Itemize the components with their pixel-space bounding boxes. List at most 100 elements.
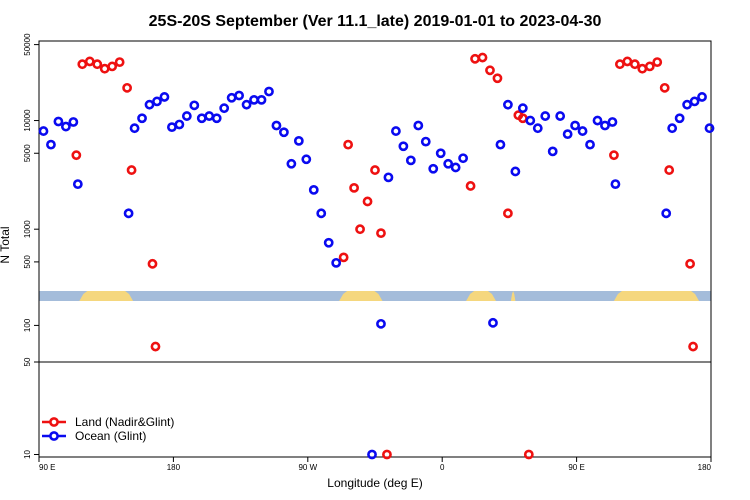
- y-tick-label: 1000: [23, 220, 32, 238]
- ocean-point: [450, 162, 461, 173]
- ocean-point: [264, 86, 274, 97]
- ocean-point: [570, 120, 581, 131]
- ocean-point: [383, 172, 394, 183]
- x-tick-label: 180: [698, 463, 712, 472]
- land-point: [107, 61, 118, 72]
- land-point: [477, 52, 488, 63]
- ocean-point: [189, 100, 200, 111]
- land-point: [503, 208, 513, 219]
- ocean-point: [60, 121, 71, 132]
- land-point: [517, 113, 528, 124]
- ocean-point: [367, 449, 377, 460]
- land-point: [343, 139, 354, 150]
- legend-ocean-label: Ocean (Glint): [75, 429, 146, 443]
- ocean-point: [129, 123, 140, 134]
- land-patch: [613, 291, 700, 301]
- y-tick-label: 5000: [23, 144, 32, 162]
- land-point: [637, 63, 648, 74]
- ocean-point: [53, 116, 64, 127]
- ocean-point: [38, 126, 49, 136]
- land-point: [492, 73, 503, 84]
- land-patch: [466, 291, 496, 301]
- land-point: [688, 341, 698, 352]
- ocean-point: [577, 126, 588, 136]
- y-tick-label: 100: [23, 318, 32, 332]
- land-point: [114, 57, 125, 68]
- y-axis-title: N Total: [0, 226, 12, 263]
- land-point: [382, 449, 392, 460]
- land-point: [99, 63, 110, 74]
- ocean-point: [435, 148, 446, 159]
- ocean-point: [674, 113, 685, 124]
- land-point: [664, 165, 675, 175]
- ocean-point: [391, 126, 401, 136]
- ocean-point: [204, 111, 215, 121]
- ocean-point: [517, 103, 528, 114]
- land-patch: [510, 291, 516, 301]
- land-point: [77, 59, 88, 70]
- ocean-point: [600, 120, 610, 131]
- ocean-point: [398, 141, 409, 152]
- ocean-point: [137, 113, 147, 124]
- legend: Land (Nadir&Glint)Ocean (Glint): [42, 415, 174, 443]
- ocean-point: [308, 184, 319, 195]
- ocean-point: [697, 92, 707, 102]
- ocean-point: [293, 135, 304, 146]
- ocean-point: [331, 257, 342, 268]
- ocean-point: [540, 111, 551, 121]
- x-tick-label: 180: [167, 463, 181, 472]
- ocean-point: [211, 113, 222, 124]
- land-point: [615, 59, 625, 70]
- ocean-point: [525, 115, 536, 126]
- ocean-point: [405, 155, 416, 166]
- ocean-point: [249, 94, 259, 105]
- ocean-point: [46, 139, 56, 150]
- land-point: [659, 82, 670, 93]
- ocean-point: [241, 99, 252, 110]
- y-tick-label: 500: [23, 255, 32, 269]
- y-tick-label: 50: [23, 357, 32, 366]
- ocean-point: [428, 163, 439, 174]
- land-point: [147, 258, 158, 269]
- ocean-point: [488, 317, 498, 328]
- ocean-point: [607, 117, 618, 127]
- land-point: [629, 59, 640, 70]
- ocean-point: [316, 208, 327, 219]
- land-point: [523, 449, 534, 460]
- y-tick-label: 10000: [23, 109, 32, 132]
- ocean-point: [152, 96, 162, 107]
- land-point: [150, 341, 161, 352]
- land-point: [485, 65, 495, 76]
- land-point: [122, 82, 133, 93]
- ocean-point: [123, 208, 134, 219]
- land-patch: [79, 291, 134, 301]
- ocean-point: [443, 158, 454, 169]
- land-point: [465, 181, 476, 191]
- ocean-point: [532, 123, 543, 134]
- ocean-point: [458, 153, 469, 164]
- y-tick-label: 10: [23, 450, 32, 459]
- y-tick-label: 50000: [23, 33, 32, 56]
- land-point: [355, 224, 365, 235]
- ocean-point: [610, 179, 621, 190]
- ocean-point: [667, 123, 678, 134]
- ocean-point: [68, 117, 79, 127]
- data-points: [38, 52, 715, 460]
- axes: 90 E 180 90 W 0 90 E 180 500 1000 5000 10000 50000…: [23, 33, 712, 472]
- ocean-point: [219, 103, 230, 114]
- ocean-point: [286, 158, 297, 169]
- ocean-point: [72, 179, 83, 190]
- ocean-point: [181, 111, 192, 121]
- legend-ocean-marker: [49, 431, 59, 441]
- ocean-point: [256, 94, 267, 105]
- land-point: [84, 56, 95, 67]
- land-point: [376, 228, 386, 239]
- ocean-point: [226, 92, 237, 103]
- ocean-point: [279, 127, 289, 138]
- land-point: [609, 150, 619, 161]
- land-point: [338, 252, 349, 263]
- ocean-point: [167, 122, 177, 133]
- ocean-point: [689, 96, 700, 107]
- ocean-point: [682, 99, 693, 110]
